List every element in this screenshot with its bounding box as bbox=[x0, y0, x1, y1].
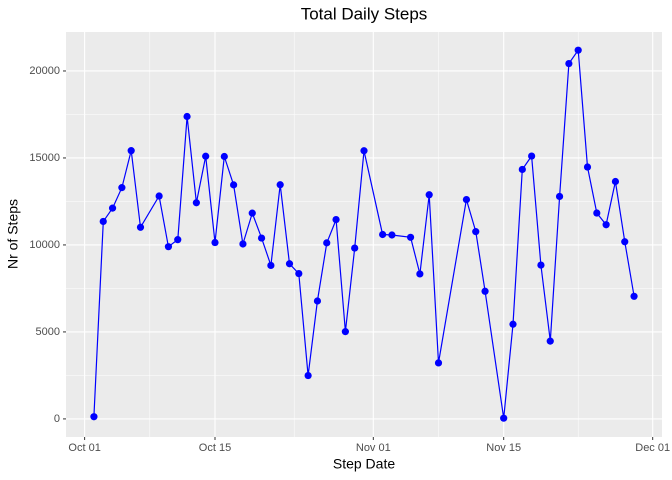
data-point bbox=[472, 228, 480, 236]
data-point bbox=[323, 239, 331, 247]
y-axis-label: Nr of Steps bbox=[5, 199, 21, 269]
data-point bbox=[276, 181, 284, 189]
data-point bbox=[388, 231, 396, 239]
y-tick-label: 5000 bbox=[36, 326, 60, 338]
data-point bbox=[611, 177, 620, 186]
data-point bbox=[304, 371, 312, 380]
data-point bbox=[518, 165, 526, 174]
data-point bbox=[295, 269, 303, 278]
data-point bbox=[500, 414, 508, 422]
data-point bbox=[257, 234, 266, 242]
data-point bbox=[108, 204, 117, 212]
data-point bbox=[230, 181, 238, 189]
data-point bbox=[136, 223, 145, 231]
x-tick-label: Dec 01 bbox=[635, 442, 670, 454]
data-point bbox=[528, 152, 536, 160]
data-point bbox=[602, 221, 610, 229]
data-point bbox=[239, 240, 247, 248]
x-tick-label: Oct 01 bbox=[68, 442, 100, 454]
data-point bbox=[630, 292, 638, 300]
data-point bbox=[574, 46, 582, 54]
data-point bbox=[183, 112, 191, 121]
data-point bbox=[267, 261, 275, 270]
data-point bbox=[211, 238, 219, 247]
x-axis-label: Step Date bbox=[333, 456, 395, 472]
data-point bbox=[351, 244, 359, 252]
data-point bbox=[99, 217, 107, 226]
y-tick-label: 10000 bbox=[29, 239, 60, 251]
data-point bbox=[202, 152, 210, 160]
data-point bbox=[565, 59, 573, 68]
data-point bbox=[425, 191, 433, 199]
data-point bbox=[555, 192, 564, 201]
data-point bbox=[220, 152, 228, 161]
data-point bbox=[462, 195, 471, 204]
y-tick-label: 15000 bbox=[29, 152, 60, 164]
x-tick-label: Nov 15 bbox=[486, 442, 521, 454]
data-point bbox=[406, 233, 415, 241]
plot-panel bbox=[66, 32, 662, 437]
data-point bbox=[127, 147, 135, 155]
data-point bbox=[481, 287, 489, 295]
data-point bbox=[285, 260, 294, 268]
data-point bbox=[313, 297, 322, 305]
data-point bbox=[379, 230, 387, 239]
data-point bbox=[416, 270, 424, 278]
y-tick-label: 20000 bbox=[29, 65, 60, 77]
x-tick-label: Oct 15 bbox=[199, 442, 231, 454]
data-point bbox=[164, 243, 173, 251]
data-point bbox=[621, 238, 629, 246]
data-point bbox=[332, 215, 340, 224]
data-point bbox=[192, 199, 200, 207]
x-tick-label: Nov 01 bbox=[356, 442, 391, 454]
y-tick-label: 0 bbox=[54, 413, 60, 425]
data-point bbox=[155, 192, 163, 200]
data-point bbox=[546, 337, 554, 345]
data-point bbox=[593, 209, 601, 217]
data-point bbox=[118, 184, 126, 192]
data-point bbox=[248, 209, 256, 217]
data-point bbox=[360, 147, 368, 155]
data-point bbox=[537, 261, 545, 269]
data-point bbox=[434, 359, 443, 367]
chart-title: Total Daily Steps bbox=[301, 4, 428, 23]
data-point bbox=[509, 320, 517, 328]
data-point bbox=[90, 413, 98, 421]
data-point bbox=[174, 236, 182, 244]
data-point bbox=[341, 328, 349, 336]
data-point bbox=[583, 163, 592, 171]
